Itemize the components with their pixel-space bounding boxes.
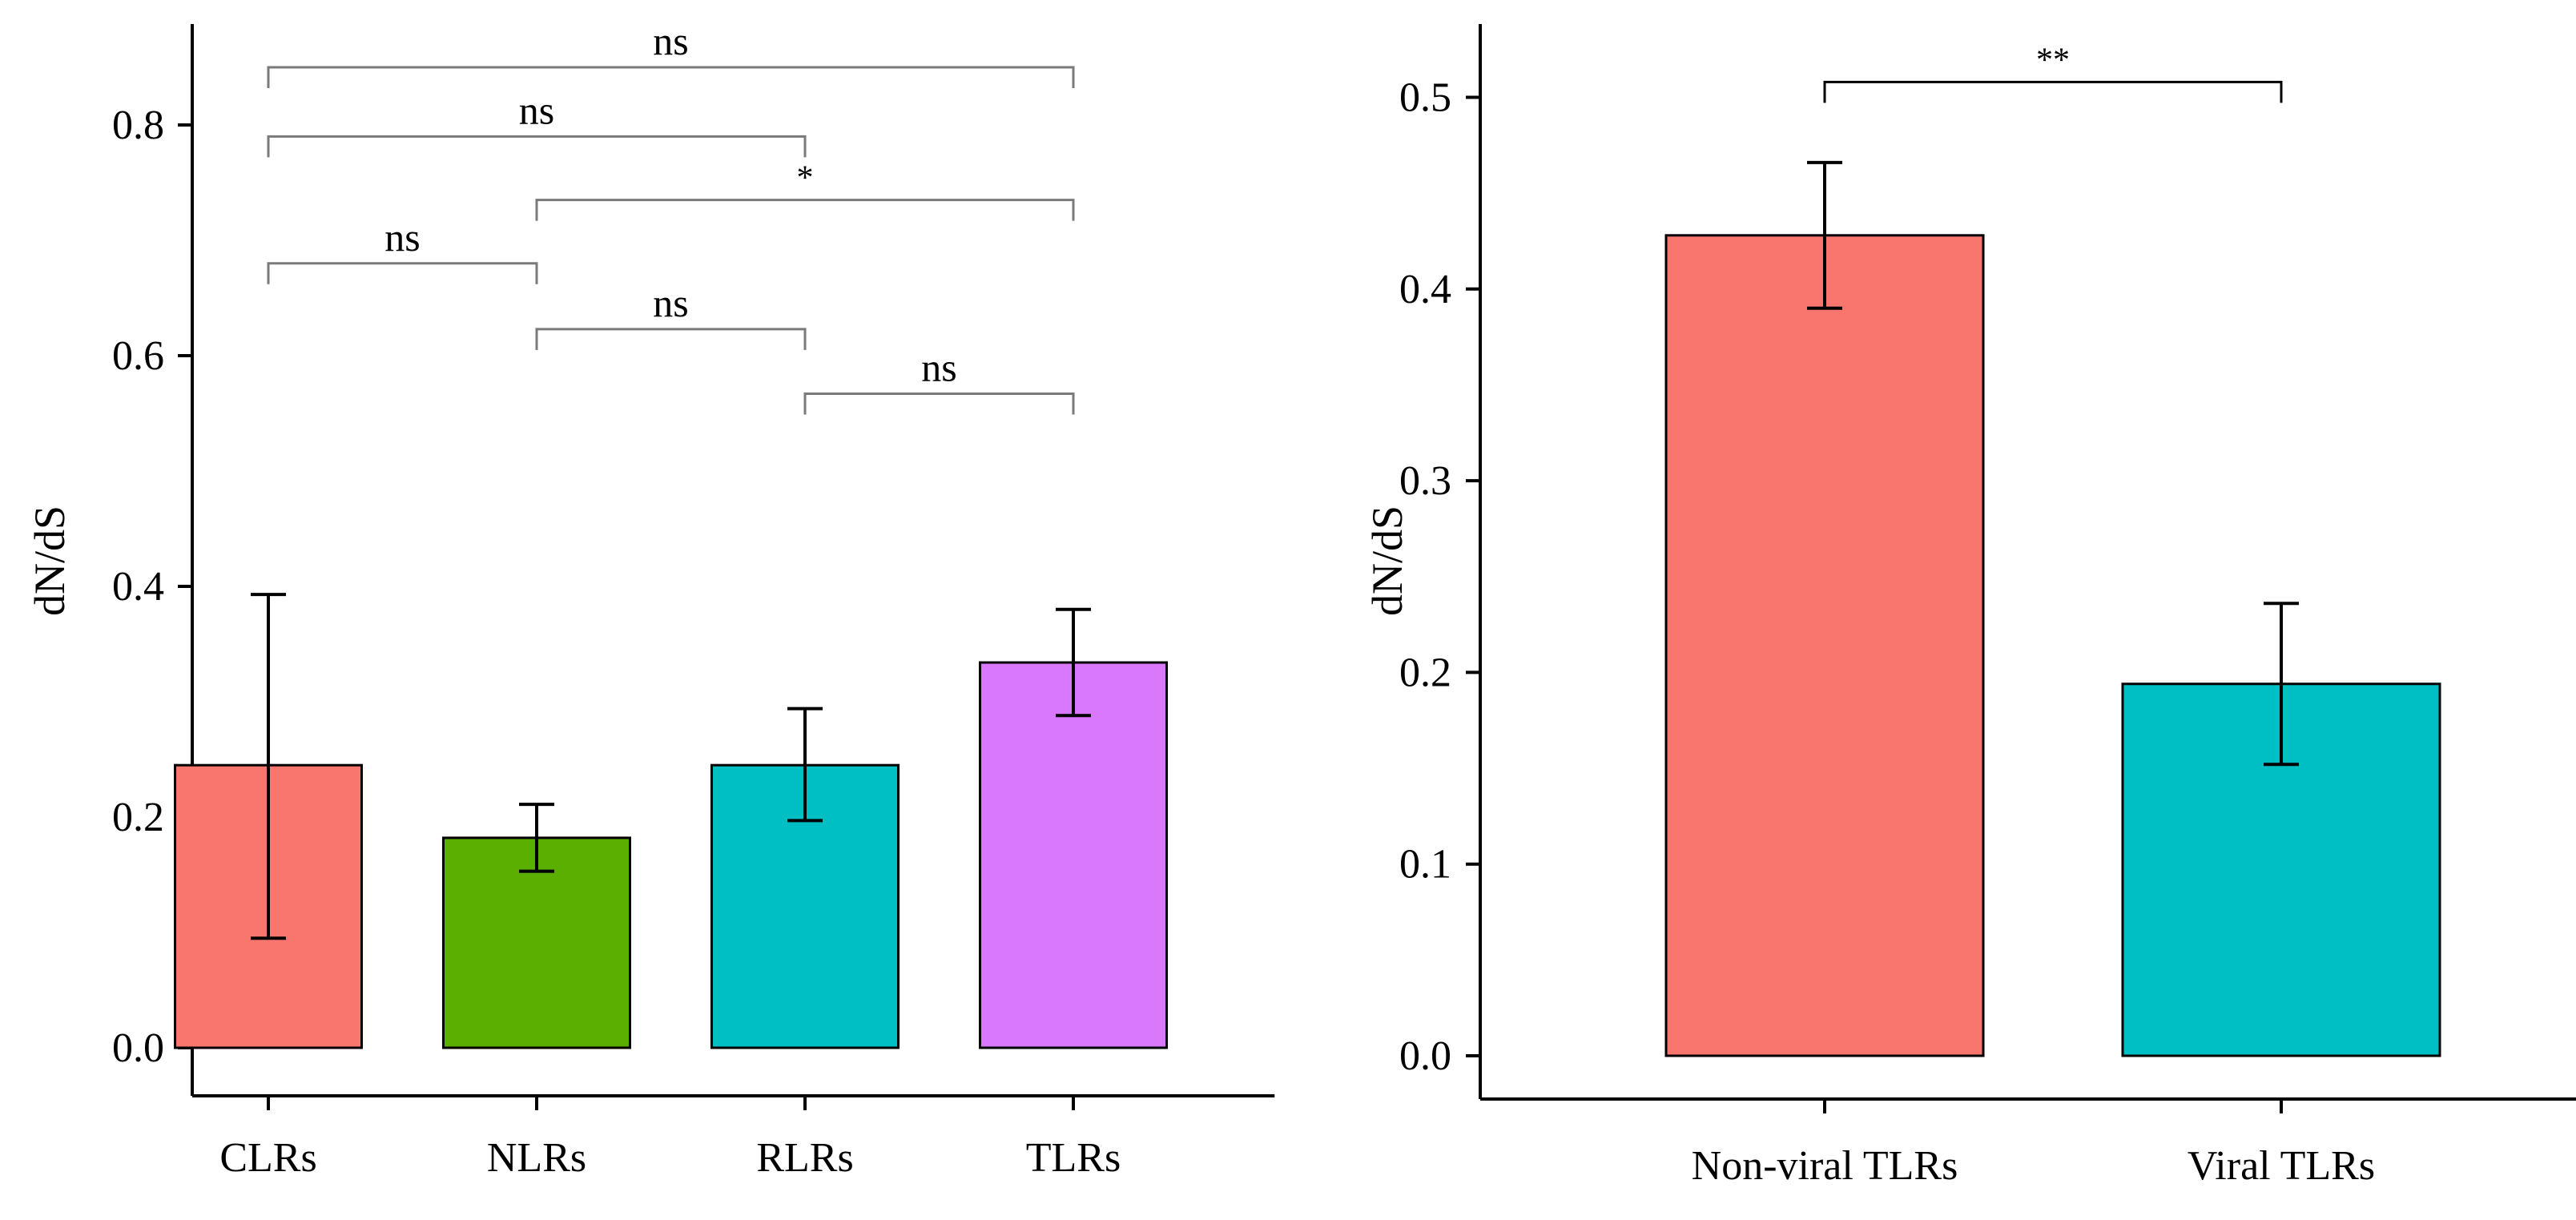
significance-bracket: [267, 262, 538, 284]
y-tick-label: 0.5: [1399, 75, 1451, 121]
y-tick-label: 0.8: [112, 103, 164, 148]
y-tick-label: 0.4: [1399, 267, 1451, 312]
significance-bracket: [1823, 80, 2283, 103]
significance-bracket: [535, 328, 807, 350]
y-tick-label: 0.0: [112, 1025, 164, 1071]
significance-label: **: [2036, 42, 2070, 79]
significance-bracket: [803, 393, 1075, 415]
x-category-label: TLRs: [1026, 1135, 1121, 1181]
x-category-label: RLRs: [756, 1135, 853, 1181]
significance-label: ns: [519, 87, 554, 132]
significance-bracket: [535, 199, 1075, 221]
x-category-label: NLRs: [487, 1135, 586, 1181]
y-axis-label: dN/dS: [1363, 505, 1411, 616]
y-tick-label: 0.2: [112, 795, 164, 840]
y-tick-label: 0.0: [1399, 1033, 1451, 1079]
y-axis-label: dN/dS: [26, 505, 74, 616]
significance-label: ns: [653, 280, 688, 325]
left-chart-panel: 0.0 0.2 0.4 0.6 0.8 dN/dS CLRs NLRs RLRs TLRs ns ns…: [26, 18, 1275, 1181]
significance-label: ns: [653, 18, 688, 63]
significance-bracket: [267, 66, 1075, 88]
y-tick-label: 0.1: [1399, 842, 1451, 888]
y-tick-label: 0.6: [112, 333, 164, 379]
x-category-label: Viral TLRs: [2188, 1143, 2375, 1189]
significance-label: ns: [384, 215, 420, 260]
x-category-label: Non-viral TLRs: [1692, 1143, 1958, 1189]
significance-label: ns: [921, 345, 956, 390]
y-tick-label: 0.2: [1399, 650, 1451, 695]
significance-label: *: [797, 160, 814, 197]
y-tick-label: 0.4: [112, 564, 164, 610]
right-chart-panel: 0.0 0.1 0.2 0.3 0.4 0.5 dN/dS Non-viral TLRs Vir…: [1363, 24, 2576, 1189]
x-category-label: CLRs: [219, 1135, 316, 1181]
bar-tlrs: [979, 661, 1168, 1049]
bar-non-viral-tlrs: [1664, 234, 1985, 1057]
significance-bracket: [267, 135, 807, 158]
y-tick-label: 0.3: [1399, 458, 1451, 504]
